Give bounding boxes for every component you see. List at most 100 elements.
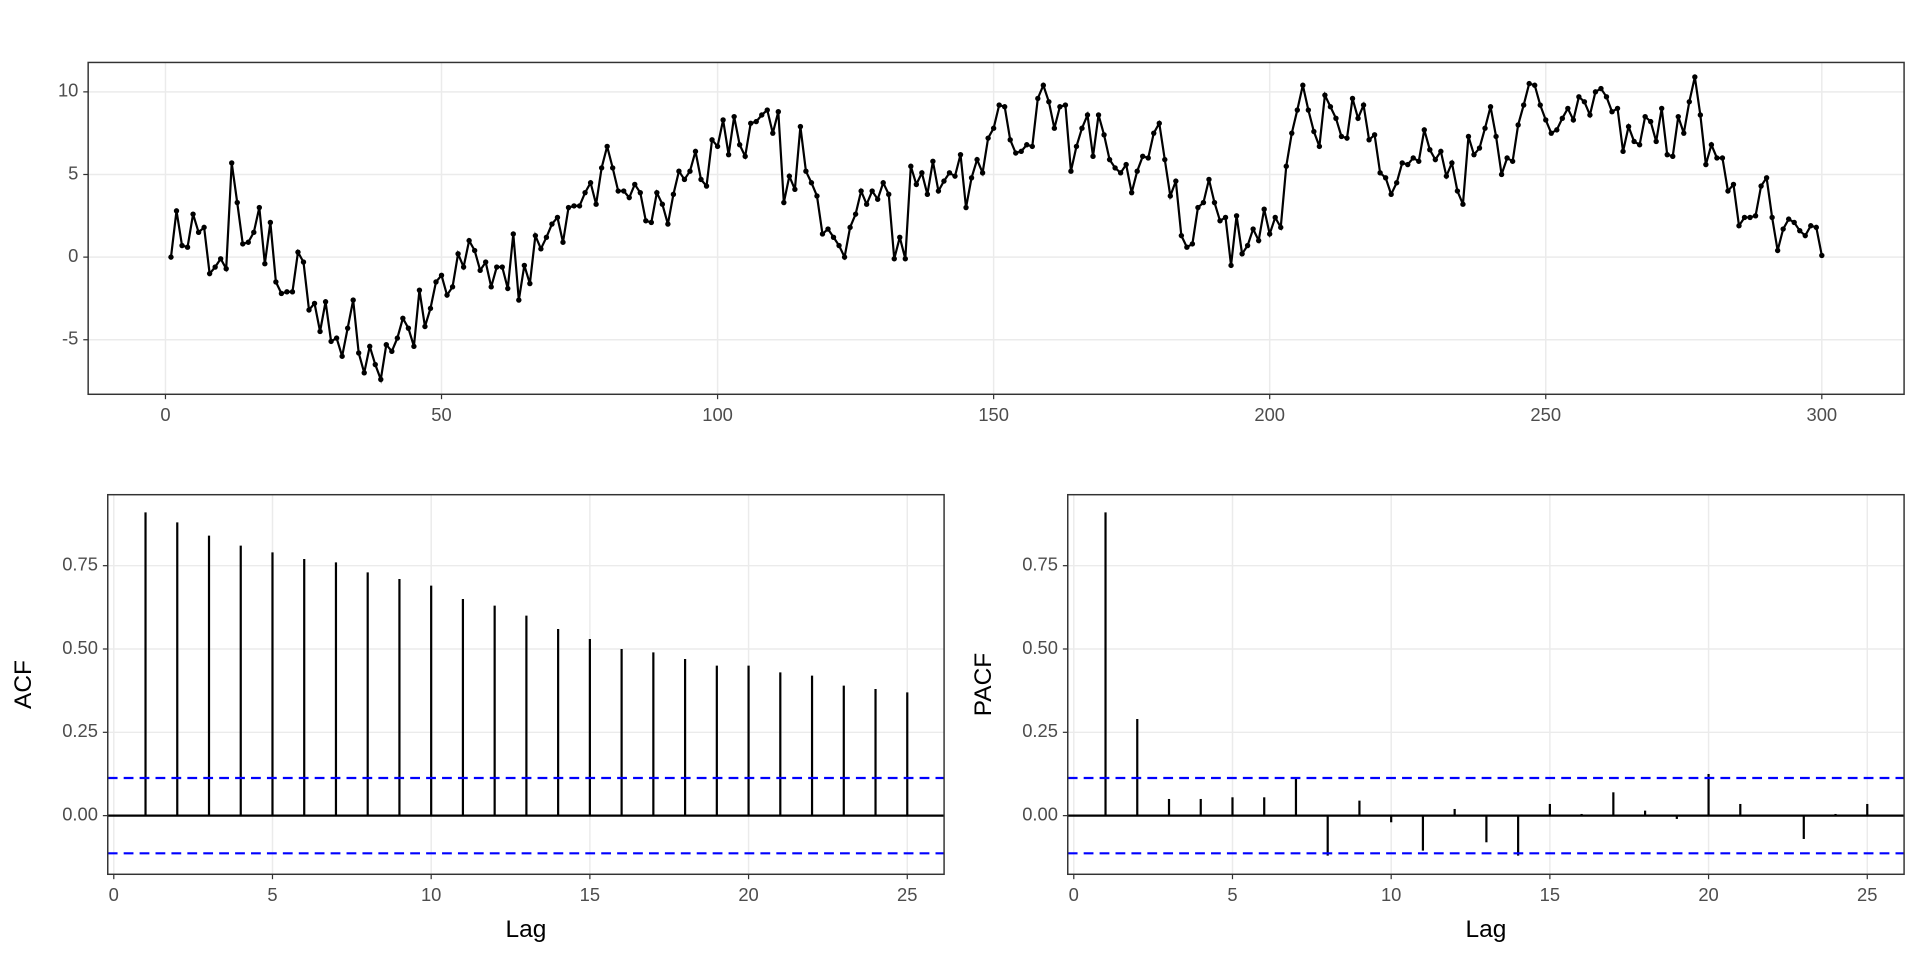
- point: [709, 137, 715, 143]
- point: [1382, 175, 1389, 181]
- point: [1819, 252, 1825, 259]
- point: [748, 120, 754, 126]
- point: [416, 287, 423, 293]
- point: [1603, 94, 1610, 100]
- point: [1802, 232, 1808, 239]
- point: [223, 265, 229, 272]
- point: [692, 148, 699, 155]
- point: [295, 249, 301, 255]
- point: [897, 234, 903, 240]
- point: [1813, 224, 1819, 231]
- point: [1642, 113, 1648, 120]
- point: [632, 181, 638, 188]
- point: [814, 193, 820, 199]
- point: [1300, 82, 1306, 88]
- point: [935, 188, 942, 194]
- point: [460, 264, 467, 270]
- point: [720, 117, 726, 123]
- point: [422, 323, 428, 330]
- point: [1101, 132, 1107, 138]
- point: [1498, 171, 1505, 178]
- x-tick-label: 25: [897, 884, 917, 905]
- point: [863, 201, 870, 207]
- point: [930, 158, 936, 164]
- point: [1079, 125, 1085, 131]
- point: [1189, 241, 1196, 247]
- point: [1758, 183, 1764, 189]
- point: [891, 256, 897, 262]
- point: [1532, 82, 1538, 88]
- point: [1338, 133, 1345, 140]
- point: [615, 188, 621, 194]
- point: [941, 178, 947, 184]
- point: [1366, 137, 1372, 143]
- point: [1173, 178, 1179, 184]
- point: [775, 109, 782, 115]
- point: [1703, 161, 1709, 168]
- point: [1267, 231, 1273, 237]
- y-tick-label: 0.50: [62, 637, 98, 658]
- point: [858, 188, 864, 194]
- point: [1289, 130, 1295, 136]
- point: [880, 180, 886, 186]
- y-axis-title: ACF: [10, 660, 37, 709]
- x-tick-label: 15: [1540, 884, 1560, 905]
- point: [1520, 102, 1527, 108]
- point: [1013, 150, 1019, 156]
- point: [184, 244, 191, 250]
- point: [251, 229, 257, 236]
- point: [1548, 130, 1554, 136]
- point: [1217, 218, 1223, 224]
- point: [1040, 82, 1047, 88]
- point: [1509, 158, 1516, 164]
- point: [1206, 176, 1212, 183]
- point: [609, 165, 616, 171]
- point: [1460, 201, 1466, 207]
- point: [1808, 223, 1814, 229]
- point: [764, 107, 770, 113]
- point: [1134, 168, 1140, 174]
- point: [593, 201, 599, 207]
- point: [1785, 216, 1792, 222]
- point: [924, 191, 931, 198]
- point: [1283, 163, 1289, 169]
- y-tick-label: 0: [68, 245, 78, 266]
- point: [1763, 175, 1770, 181]
- point: [626, 194, 632, 201]
- point: [206, 270, 213, 277]
- panel-border: [87, 61, 1905, 396]
- point: [659, 201, 666, 207]
- x-tick-label: 100: [702, 404, 733, 425]
- point: [1371, 132, 1378, 138]
- point: [836, 242, 842, 249]
- point: [1471, 151, 1477, 158]
- point: [1123, 161, 1129, 168]
- point: [1244, 242, 1251, 249]
- x-tick-label: 300: [1806, 404, 1837, 425]
- point: [1647, 118, 1654, 125]
- point: [753, 118, 759, 125]
- point: [1112, 165, 1118, 171]
- point: [195, 229, 202, 236]
- point: [1195, 204, 1201, 211]
- point: [957, 151, 964, 158]
- point: [781, 199, 787, 206]
- point: [902, 256, 908, 262]
- point: [598, 165, 605, 171]
- point: [1410, 155, 1416, 161]
- point: [913, 181, 920, 188]
- point: [571, 203, 577, 209]
- point: [1349, 95, 1356, 102]
- point: [919, 170, 925, 176]
- point: [477, 267, 483, 274]
- point: [389, 348, 395, 355]
- point: [725, 151, 732, 158]
- point: [1095, 112, 1102, 118]
- point: [1018, 148, 1024, 155]
- point: [1449, 160, 1455, 166]
- point: [825, 226, 831, 232]
- point: [245, 239, 251, 245]
- point: [1714, 155, 1720, 161]
- x-axis-title: Lag: [1466, 916, 1507, 943]
- point: [1708, 142, 1715, 148]
